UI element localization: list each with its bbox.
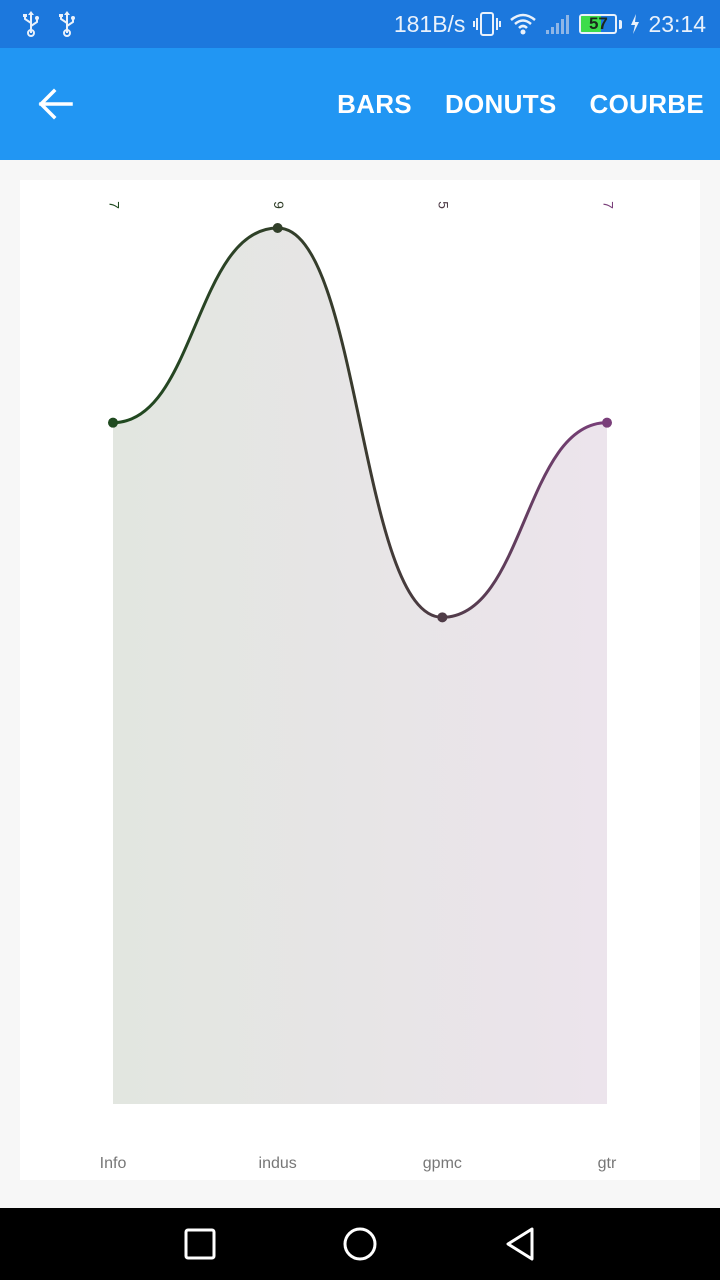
data-value-label: 7: [106, 201, 122, 209]
area-chart: 7 Info 9 indus 5 gpmc 7 gtr: [100, 201, 617, 1172]
data-value-label: 5: [436, 201, 452, 209]
back-icon[interactable]: [500, 1224, 540, 1264]
status-right: 181B/s 57 23:14: [394, 11, 706, 38]
recent-apps-icon[interactable]: [180, 1224, 220, 1264]
status-left: [20, 11, 78, 37]
x-axis-label: Info: [100, 1155, 127, 1172]
clock: 23:14: [648, 10, 706, 37]
menu-item-bars[interactable]: BARS: [337, 88, 412, 119]
data-point[interactable]: [272, 223, 283, 233]
data-value-label: 7: [600, 201, 616, 209]
x-axis-label: indus: [259, 1155, 297, 1172]
usb-icon: [23, 11, 39, 37]
data-value-label: 9: [271, 201, 287, 209]
menu-item-donuts[interactable]: DONUTS: [444, 88, 557, 119]
signal-icon: [546, 15, 570, 34]
x-axis-label: gtr: [598, 1155, 617, 1172]
chart-type-menu: BARS DONUTS COURBE: [337, 48, 704, 160]
data-point[interactable]: [108, 417, 118, 428]
back-button[interactable]: [30, 84, 80, 124]
data-point[interactable]: [602, 417, 612, 428]
x-axis-label: gpmc: [423, 1155, 462, 1172]
arrow-left-icon: [38, 88, 73, 120]
status-bar: 181B/s 57 23:14: [0, 0, 720, 48]
data-point[interactable]: [437, 612, 448, 623]
usb-icon: [59, 11, 75, 37]
charging-icon: [631, 14, 640, 34]
navigation-bar: [0, 1208, 720, 1280]
menu-item-courbe[interactable]: COURBE: [589, 88, 704, 119]
vibrate-icon: [473, 12, 502, 36]
chart-area-fill: [113, 228, 607, 1104]
battery-fill: [581, 16, 601, 32]
app-bar: BARS DONUTS COURBE: [0, 48, 720, 160]
battery-icon: 57: [579, 14, 623, 34]
chart-line: [112, 226, 608, 619]
battery-level: 57: [588, 14, 608, 33]
home-icon[interactable]: [340, 1224, 380, 1264]
network-speed: 181B/s: [393, 10, 466, 37]
wifi-icon: [510, 13, 537, 35]
chart-card: 7 Info 9 indus 5 gpmc 7 gtr: [20, 180, 700, 1180]
